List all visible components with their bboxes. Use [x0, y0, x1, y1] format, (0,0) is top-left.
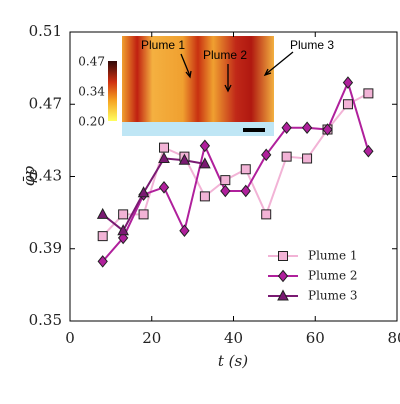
legend-label: Plume 3 [308, 289, 358, 303]
marker [363, 88, 374, 99]
x-tick-label: 0 [65, 329, 75, 347]
marker [96, 207, 109, 219]
series-group [159, 142, 170, 153]
marker [158, 151, 170, 163]
marker [277, 269, 289, 283]
marker [97, 231, 108, 242]
marker [277, 289, 289, 301]
marker [199, 139, 211, 153]
y-tick-label: 0.43 [29, 167, 62, 185]
series-group [97, 255, 108, 268]
legend-label: Plume 1 [308, 249, 358, 263]
marker [159, 142, 170, 153]
series-group [322, 123, 333, 136]
series-group [220, 184, 231, 198]
series-group [261, 209, 272, 220]
series-group [220, 175, 231, 186]
series-group [178, 153, 191, 165]
series-group [118, 209, 129, 220]
inset-annotation: Plume 2 [203, 48, 247, 62]
inset-annotation: Plume 1 [141, 38, 185, 52]
series-group [96, 207, 109, 219]
marker [118, 209, 129, 220]
series-group [199, 191, 210, 202]
scale-bar [243, 128, 265, 132]
marker [220, 175, 231, 186]
colorbar-label: 0.47 [78, 55, 105, 69]
marker [301, 121, 313, 135]
marker [322, 123, 333, 136]
y-tick-label: 0.35 [29, 311, 62, 329]
inset-image [122, 36, 274, 136]
marker [281, 121, 292, 135]
y-tick-label: 0.47 [29, 94, 62, 112]
x-axis-label: t (s) [218, 352, 248, 370]
series-group [363, 88, 374, 99]
legend-label: Plume 2 [308, 269, 358, 283]
marker [278, 251, 288, 261]
marker [137, 186, 150, 198]
series-group [240, 164, 251, 175]
series-group [158, 181, 170, 194]
series-group [363, 144, 374, 158]
marker [199, 191, 210, 202]
marker [281, 151, 292, 162]
series-group [301, 121, 313, 135]
colorbar-label: 0.20 [78, 115, 105, 129]
series-group [137, 186, 150, 198]
series-group [261, 148, 272, 162]
x-tick-label: 80 [387, 329, 400, 347]
marker [178, 153, 191, 165]
x-tick-label: 20 [142, 329, 161, 347]
marker [342, 76, 354, 89]
marker [261, 209, 272, 220]
x-tick-label: 60 [306, 329, 325, 347]
marker [179, 224, 190, 237]
colorbar [108, 61, 117, 121]
series-group [117, 224, 129, 236]
series-group [158, 151, 170, 163]
colorbar-label: 0.34 [78, 85, 105, 99]
x-tick-label: 40 [224, 329, 243, 347]
marker [302, 153, 313, 164]
y-tick-label: 0.39 [29, 239, 62, 257]
marker [240, 164, 251, 175]
series-group [179, 224, 190, 237]
series-group [302, 153, 313, 164]
marker [240, 184, 251, 198]
marker [363, 144, 374, 158]
inset-annotation: Plume 3 [290, 38, 334, 52]
y-tick-label: 0.51 [29, 22, 62, 40]
marker [138, 209, 149, 220]
inset: 0.47 0.34 0.20 Plume 1 Plume 2 Plume 3 [78, 36, 334, 136]
series-group [97, 231, 108, 242]
series-group [199, 157, 211, 169]
arrows [180, 51, 294, 93]
series-group [342, 76, 354, 89]
marker [261, 148, 272, 162]
marker [117, 224, 129, 236]
marker [220, 184, 231, 198]
series-group [240, 184, 251, 198]
series-group [342, 99, 353, 110]
marker [97, 255, 108, 268]
inset-water [122, 122, 274, 136]
series-group [138, 209, 149, 220]
series-group [199, 139, 211, 153]
series-group [281, 121, 292, 135]
series-group [281, 151, 292, 162]
marker [342, 99, 353, 110]
marker [199, 157, 211, 169]
marker [158, 181, 170, 194]
y-axis-label: φ̄p [20, 166, 38, 187]
